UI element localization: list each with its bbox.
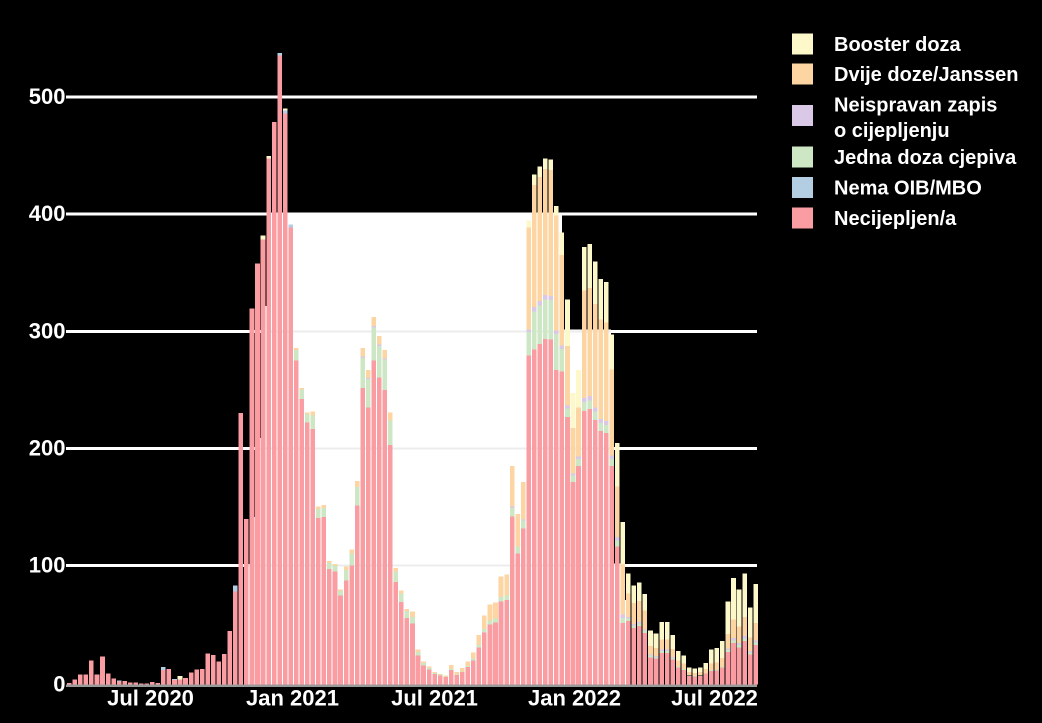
svg-text:Jan 2021: Jan 2021 [246,686,339,711]
svg-text:Jan 2022: Jan 2022 [528,686,621,711]
svg-text:o cijepljenju: o cijepljenju [834,120,950,142]
svg-text:200: 200 [29,436,66,461]
svg-text:Necijepljen/a: Necijepljen/a [834,208,957,230]
svg-text:Nema OIB/MBO: Nema OIB/MBO [834,177,982,199]
svg-text:Dvije doze/Janssen: Dvije doze/Janssen [834,64,1019,86]
svg-text:Jul 2021: Jul 2021 [391,686,478,711]
svg-text:Neispravan zapis: Neispravan zapis [834,95,997,117]
svg-text:Jedna doza cjepiva: Jedna doza cjepiva [834,147,1017,169]
svg-text:0: 0 [53,671,65,696]
svg-text:Jul 2020: Jul 2020 [107,686,194,711]
svg-text:300: 300 [29,318,66,343]
svg-text:Booster doza: Booster doza [834,34,962,56]
svg-text:400: 400 [29,201,66,226]
svg-text:100: 100 [29,553,66,578]
svg-text:500: 500 [29,84,66,109]
svg-text:Jul 2022: Jul 2022 [671,686,758,711]
